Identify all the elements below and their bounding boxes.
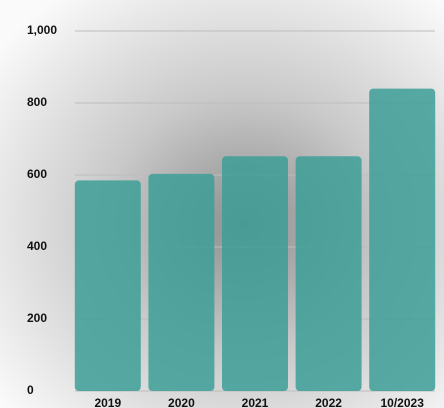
bar	[148, 173, 215, 391]
x-tick-label: 2022	[315, 396, 342, 408]
bar	[295, 156, 362, 391]
y-tick-label: 600	[27, 167, 47, 181]
x-tick-label: 10/2023	[381, 396, 425, 408]
bar	[222, 156, 288, 391]
y-tick-label: 200	[27, 311, 47, 325]
y-tick-label: 800	[27, 95, 47, 109]
bar	[369, 88, 436, 391]
y-tick-label: 0	[27, 383, 34, 397]
x-tick-label: 2020	[168, 396, 195, 408]
y-tick-label: 400	[27, 239, 47, 253]
x-tick-label: 2021	[242, 396, 269, 408]
x-tick-label: 2019	[94, 396, 121, 408]
y-tick-label: 1,000	[27, 23, 57, 37]
bar	[74, 180, 141, 391]
